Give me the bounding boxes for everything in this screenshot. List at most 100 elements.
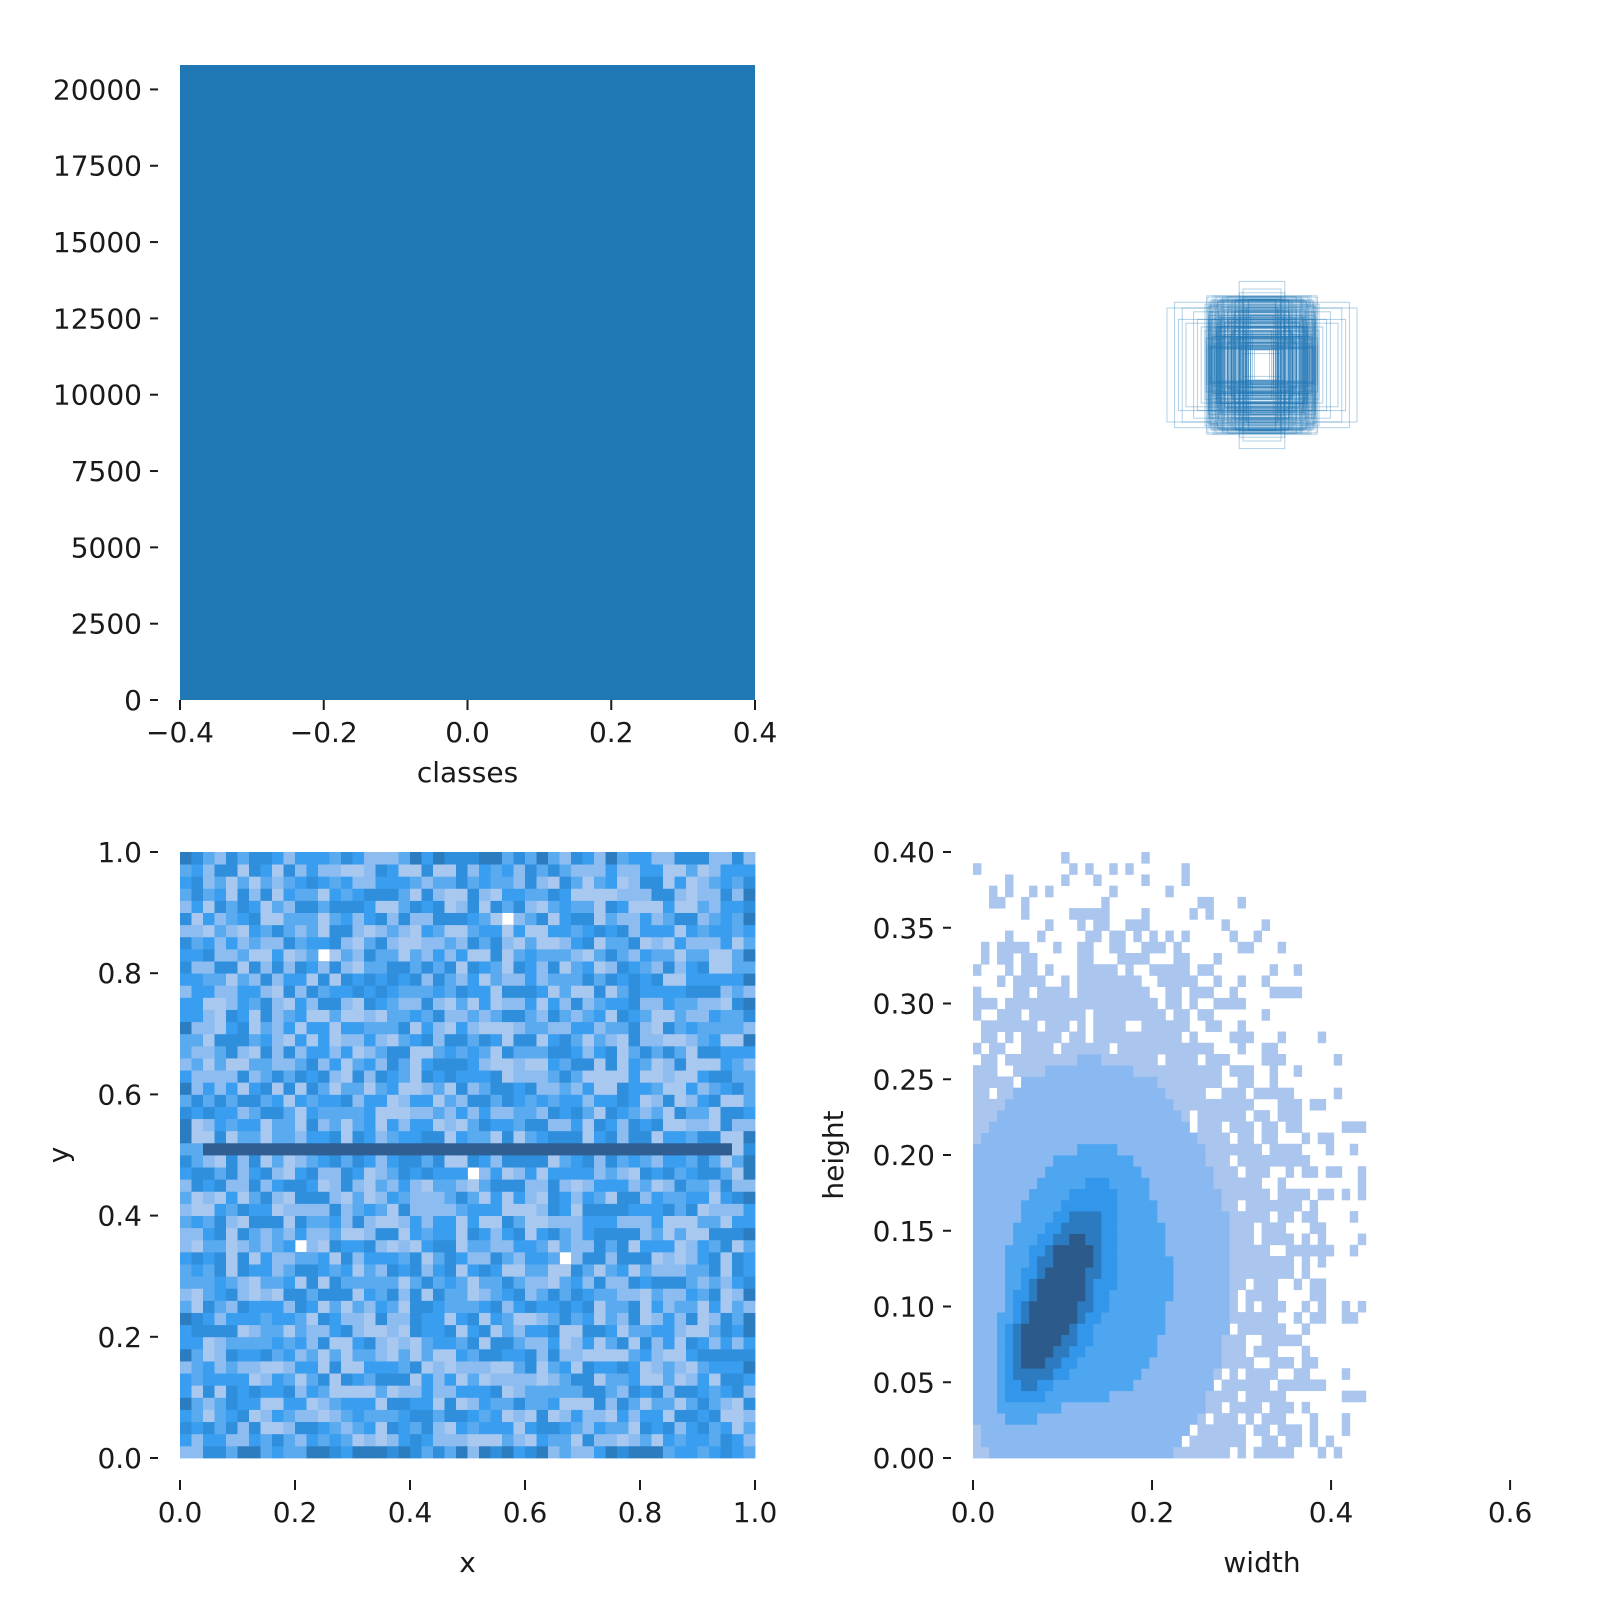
xy-cell [686,1082,698,1095]
wh-cell [1189,997,1198,1010]
wh-cell [1085,1256,1094,1268]
xy-cell [421,948,434,962]
xy-cell [375,1361,388,1374]
wh-cell [1197,1424,1206,1436]
xy-cell [214,876,227,889]
xy-cell [467,1227,480,1241]
wh-cell [1173,1233,1182,1246]
xy-cell [329,1312,342,1326]
y-tick-label: 15000 [53,226,142,259]
xy-cell [191,1070,204,1083]
wh-cell [1045,1357,1054,1369]
xy-cell [283,924,296,938]
xy-cell [720,985,733,998]
wh-cell [1085,930,1094,943]
wh-cell [1165,1143,1174,1156]
xy-cell [295,912,307,926]
box-outline [1223,334,1301,396]
wh-cell [1125,919,1134,931]
xy-cell [720,1288,733,1301]
box-outline [1223,299,1301,431]
box-outline [1211,334,1313,396]
wh-cell [1293,1155,1303,1167]
xy-cell [398,1227,411,1241]
wh-cell [1029,997,1038,1010]
wh-cell [1117,1368,1126,1380]
xy-cell [433,1155,445,1168]
xy-cell [697,1324,710,1338]
wh-cell [1085,1390,1094,1403]
xy-cell [525,1021,537,1035]
wh-cell [1133,1211,1142,1223]
xy-cell [237,997,250,1010]
box-outline [1244,334,1280,396]
xy-cell [180,997,192,1010]
xy-cell [295,1397,307,1410]
xy-cell [502,997,514,1010]
xy-cell [502,1264,514,1277]
wh-cell [989,1042,998,1055]
wh-cell [1293,1121,1303,1133]
xy-cell [456,1021,468,1035]
wh-cell [1141,1009,1150,1021]
xy-cell [214,1118,227,1132]
wh-cell [1197,1379,1206,1392]
xy-cell [329,997,342,1010]
xy-cell [214,936,227,950]
xy-cell [398,1142,411,1156]
wh-cell [1213,1424,1222,1436]
wh-cell [1093,1345,1102,1358]
wh-cell [1141,1312,1150,1324]
xy-cell [536,852,549,865]
wh-cell [1141,1020,1150,1032]
xy-cell [421,1336,434,1350]
wh-cell [1213,1278,1222,1291]
wh-cell [1021,1357,1030,1369]
xy-cell [467,1361,480,1374]
wh-cell [973,1334,982,1347]
xy-cell [617,1251,629,1265]
wh-cell [1277,1267,1287,1279]
xy-cell [283,876,296,889]
xy-cell [674,864,687,877]
wh-cell [1117,1357,1126,1369]
xy-cell [571,1009,583,1023]
wh-cell [1125,1357,1134,1369]
box-outline [1239,312,1285,418]
wh-cell [1141,1166,1150,1178]
wh-cell [1237,1401,1246,1414]
xy-cell [513,888,526,901]
xy-cell [525,1227,537,1241]
wh-cell [1221,1424,1230,1436]
wh-cell [1181,1009,1190,1021]
xy-cell [628,961,641,974]
wh-cell [1005,1390,1014,1403]
xy-cell [502,1433,514,1447]
xy-cell [697,888,710,901]
xy-cell [663,924,675,938]
xy-cell [617,900,629,913]
xy-cell [295,1227,307,1241]
wh-cell [1165,1413,1174,1425]
xy-cell [191,1385,204,1398]
xy-cell [720,864,733,877]
xy-cell [375,1130,388,1144]
xy-cell [651,1106,664,1120]
wh-cell [1333,1166,1343,1178]
xy-cell [456,1409,468,1423]
xy-cell [214,1191,227,1204]
xy-cell [732,1142,744,1156]
wh-cell [1061,1256,1070,1268]
xy-cell [433,1409,445,1423]
wh-cell [1061,1042,1070,1055]
wh-cell [981,1289,990,1302]
xy-cell [709,1094,721,1107]
box-outline [1215,316,1309,414]
xy-cell [226,1203,238,1216]
xy-cell [548,1106,560,1120]
xy-cell [743,864,756,877]
xy-cell [180,1191,192,1204]
xy-cell [283,1361,296,1374]
wh-cell [1181,1368,1190,1380]
xy-cell [640,1058,652,1071]
